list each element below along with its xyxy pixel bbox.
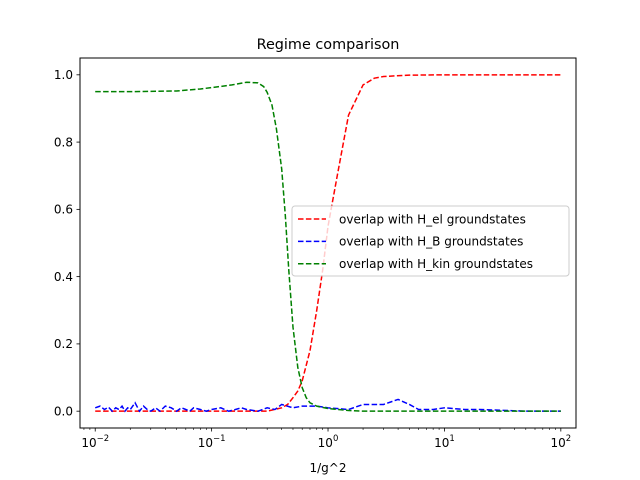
legend: overlap with H_el groundstates overlap wi… xyxy=(291,205,570,277)
x-tick-label: 10−2 xyxy=(81,434,109,450)
legend-label-2: overlap with H_kin groundstates xyxy=(339,257,533,271)
x-axis: 10−2 10−1 100 101 102 xyxy=(81,428,571,450)
x-tick-label: 10−1 xyxy=(198,434,226,450)
x-axis-label: 1/g^2 xyxy=(310,461,347,475)
x-tick-label: 101 xyxy=(434,434,455,450)
chart-title: Regime comparison xyxy=(257,37,400,53)
y-tick-label: 0.8 xyxy=(54,135,73,149)
y-tick-label: 0.4 xyxy=(54,270,73,284)
x-tick-label: 102 xyxy=(550,434,571,450)
y-tick-label: 1.0 xyxy=(54,68,73,82)
x-tick-label: 100 xyxy=(318,434,339,450)
legend-label-1: overlap with H_B groundstates xyxy=(339,235,523,249)
y-tick-label: 0.6 xyxy=(54,203,73,217)
y-axis: 0.0 0.2 0.4 0.6 0.8 1.0 xyxy=(54,68,80,418)
y-tick-label: 0.2 xyxy=(54,337,73,351)
series-line-2 xyxy=(95,81,561,412)
legend-box xyxy=(291,205,570,277)
series-line-0 xyxy=(95,74,561,412)
series-line-1 xyxy=(94,398,561,413)
plot-lines xyxy=(94,74,561,413)
legend-label-0: overlap with H_el groundstates xyxy=(339,212,526,226)
y-tick-label: 0.0 xyxy=(54,404,73,418)
